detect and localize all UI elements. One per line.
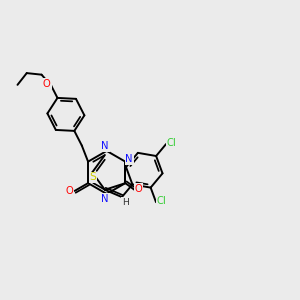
Text: Cl: Cl [167,138,176,148]
Text: O: O [135,184,142,194]
Text: N: N [125,154,133,164]
Text: H: H [122,198,129,207]
Text: O: O [43,79,51,88]
Text: N: N [101,194,109,204]
Text: N: N [101,141,109,151]
Text: Cl: Cl [157,196,166,206]
Text: S: S [89,172,96,182]
Text: O: O [65,186,73,196]
